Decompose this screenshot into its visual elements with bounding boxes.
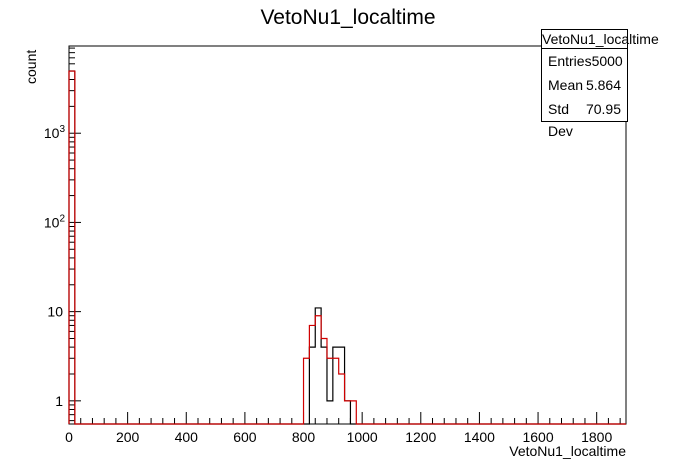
histogram-series	[68, 70, 626, 425]
histogram-bin	[315, 308, 321, 424]
x-axis-label: VetoNu1_localtime	[509, 443, 626, 459]
histogram-bin	[321, 347, 327, 424]
histogram-bin	[309, 347, 315, 424]
y-tick-label: 103	[44, 124, 66, 141]
x-tick-label: 800	[292, 429, 316, 445]
histogram-line-1	[68, 70, 626, 425]
histogram-bin	[333, 358, 339, 424]
histogram-bin	[345, 401, 351, 424]
stats-label: Std Dev	[548, 101, 573, 139]
histogram-bin	[327, 358, 333, 424]
histogram-bin	[321, 338, 327, 424]
stats-title: VetoNu1_localtime	[542, 31, 659, 49]
stats-row-mean: Mean 5.864	[542, 73, 627, 97]
y-tick-label: 10	[47, 304, 63, 320]
stats-box: VetoNu1_localtime Entries 5000 Mean 5.86…	[541, 29, 659, 139]
axis-ticks: 0 200 400 600 800 1000 1200 1400 1600 1800 1 10 102 1…	[44, 47, 621, 445]
histogram-bin	[339, 347, 345, 424]
chart-title: VetoNu1_localtime	[260, 6, 435, 29]
histogram-bin	[304, 358, 310, 424]
x-tick-label: 1800	[581, 429, 612, 445]
histogram-bin	[345, 401, 351, 424]
histogram-bin	[327, 401, 333, 424]
x-tick-label: 600	[233, 429, 257, 445]
y-tick-label: 102	[44, 213, 66, 230]
stats-value: 5000	[591, 53, 623, 69]
x-tick-label: 1000	[347, 429, 378, 445]
stats-row-stddev: Std Dev 70.95	[542, 97, 627, 139]
x-tick-label: 1200	[405, 429, 436, 445]
histogram-bin	[350, 401, 356, 424]
y-tick-label: 1	[55, 393, 63, 409]
histogram-bin	[69, 71, 75, 424]
stats-value: 70.95	[585, 101, 621, 117]
x-tick-label: 200	[116, 429, 140, 445]
histogram-bin	[315, 316, 321, 424]
y-axis-label: count	[23, 50, 39, 84]
histogram-bin	[69, 71, 75, 424]
x-tick-label: 400	[175, 429, 199, 445]
histogram-bin	[339, 374, 345, 424]
x-tick-label: 1600	[522, 429, 553, 445]
stats-label: Entries	[548, 53, 592, 69]
x-tick-label: 0	[65, 429, 73, 445]
stats-label: Mean	[548, 77, 584, 93]
stats-value: 5.864	[585, 77, 621, 93]
histogram-bin	[309, 325, 315, 424]
histogram-line-0	[68, 70, 626, 425]
stats-row-entries: Entries 5000	[542, 49, 627, 73]
x-tick-label: 1400	[464, 429, 495, 445]
